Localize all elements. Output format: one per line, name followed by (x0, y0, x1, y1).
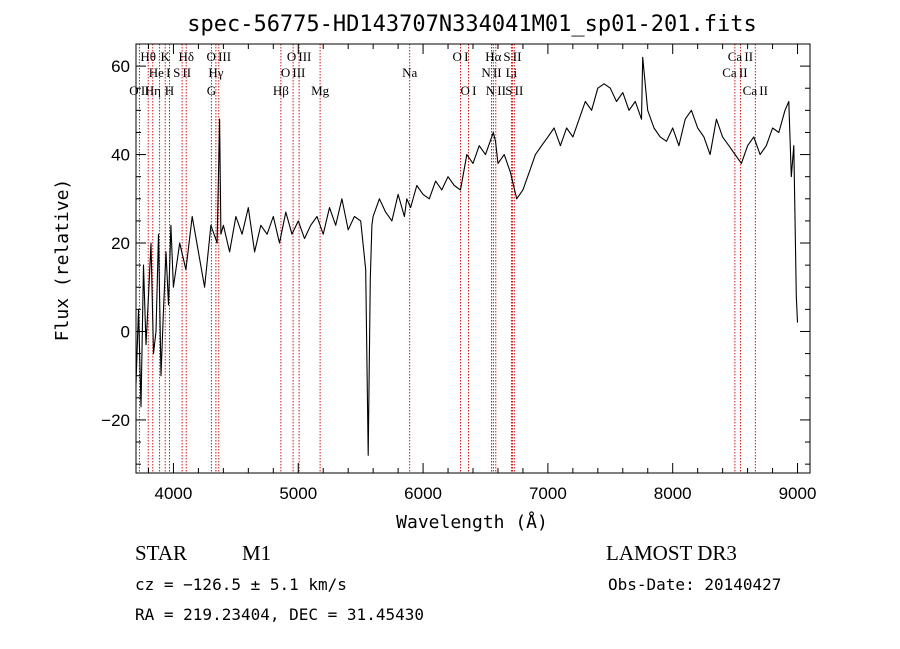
marker-label: K (161, 49, 171, 64)
x-axis-label: Wavelength (Å) (396, 511, 548, 533)
marker-label: Ca II (722, 65, 747, 80)
marker-label: S II (505, 83, 523, 98)
x-tick-label: 5000 (279, 484, 317, 503)
marker-label: N II (481, 65, 501, 80)
marker-label: O I (461, 83, 477, 98)
y-axis-label: Flux (relative) (52, 179, 73, 342)
observation-date: Obs-Date: 20140427 (608, 575, 781, 594)
survey-name: LAMOST DR3 (606, 541, 737, 565)
marker-label: Ca II (728, 49, 753, 64)
spectrum-line (135, 56, 799, 456)
marker-label: H (165, 83, 174, 98)
marker-label: Hδ (178, 49, 194, 64)
x-tick-label: 7000 (529, 484, 567, 503)
marker-label: Hβ (273, 83, 289, 98)
marker-label: O III (287, 49, 312, 64)
x-tick-label: 4000 (155, 484, 193, 503)
marker-label: O I (453, 49, 469, 64)
marker-label: Hη (145, 83, 161, 98)
x-tick-label: 9000 (779, 484, 817, 503)
y-tick-label: 40 (111, 146, 130, 165)
marker-label: Na (402, 65, 417, 80)
marker-label: O III (207, 49, 232, 64)
y-axis: −20 0 20 40 60 (101, 57, 810, 465)
marker-label: N II (486, 83, 506, 98)
marker-label: Hγ (208, 65, 223, 80)
x-axis: 4000 5000 6000 7000 8000 9000 (147, 44, 817, 503)
marker-label: Li (506, 65, 518, 80)
marker-lines-layer (138, 44, 756, 473)
y-tick-label: −20 (101, 411, 130, 430)
y-tick-label: 20 (111, 234, 130, 253)
marker-label: Hα (485, 49, 501, 64)
marker-label: Ca II (743, 83, 768, 98)
coordinates-readout: RA = 219.23404, DEC = 31.45430 (135, 605, 424, 624)
plot-frame (135, 43, 811, 474)
redshift-readout: cz = −126.5 ± 5.1 km/s (135, 575, 347, 594)
object-class: STAR (135, 541, 187, 565)
chart-title: spec-56775-HD143707N334041M01_sp01-201.f… (187, 12, 757, 37)
object-subclass: M1 (242, 541, 271, 565)
marker-label: Hθ (140, 49, 156, 64)
marker-label: O III (281, 65, 306, 80)
x-tick-label: 6000 (404, 484, 442, 503)
marker-label: Mg (311, 83, 330, 98)
marker-label: S II (503, 49, 521, 64)
marker-label: G (207, 83, 216, 98)
marker-label: S II (173, 65, 191, 80)
y-tick-label: 60 (111, 57, 130, 76)
marker-label: O II (129, 83, 149, 98)
y-tick-label: 0 (121, 322, 130, 341)
marker-label: He I (149, 65, 171, 80)
x-tick-label: 8000 (654, 484, 692, 503)
